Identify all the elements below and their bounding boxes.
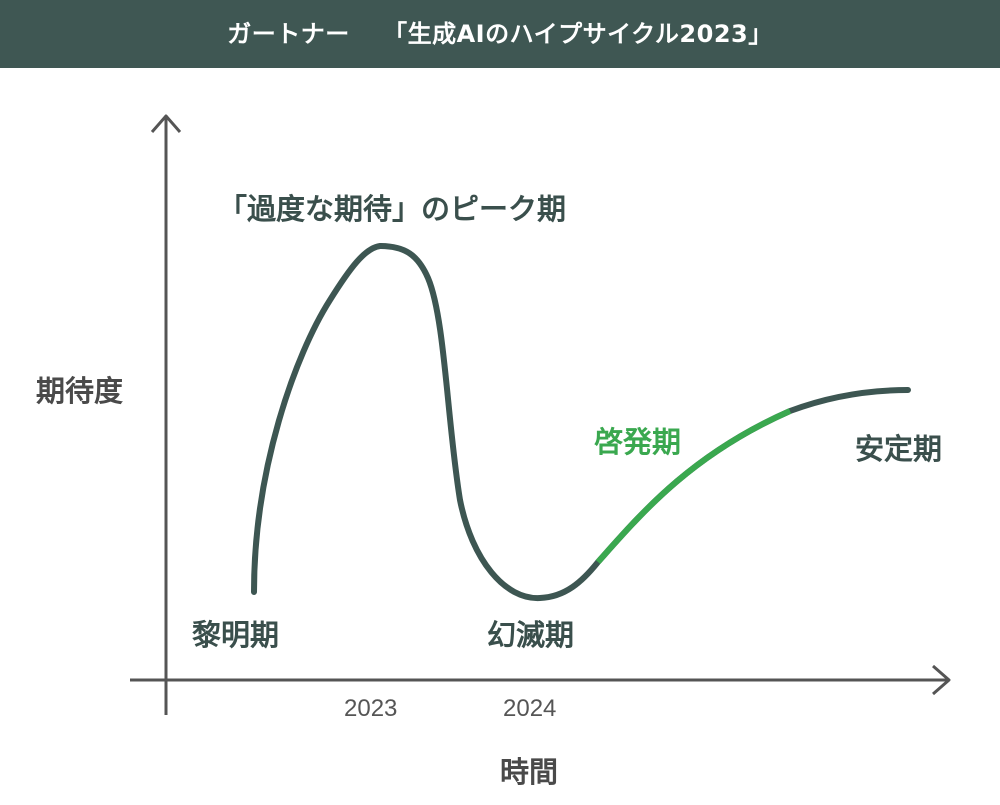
hype-curve <box>251 243 911 602</box>
page-title: ガートナー 「生成AIのハイプサイクル2023」 <box>227 20 773 48</box>
phase-slope: 啓発期 <box>594 425 682 459</box>
phase-peak: 「過度な期待」のピーク期 <box>218 192 567 226</box>
phase-plateau: 安定期 <box>855 432 943 466</box>
slope-highlight-segment <box>595 408 792 564</box>
phase-trough: 幻滅期 <box>487 618 575 652</box>
y-axis-label: 期待度 <box>36 374 124 408</box>
phase-innovation-trigger: 黎明期 <box>192 618 280 652</box>
x-tick-2024: 2024 <box>503 695 557 722</box>
x-axis-arrowhead <box>932 664 951 696</box>
y-axis-arrowhead <box>150 114 182 133</box>
x-tick-2023: 2023 <box>344 695 398 722</box>
x-axis-label: 時間 <box>500 755 559 789</box>
title-bar <box>0 0 1000 68</box>
